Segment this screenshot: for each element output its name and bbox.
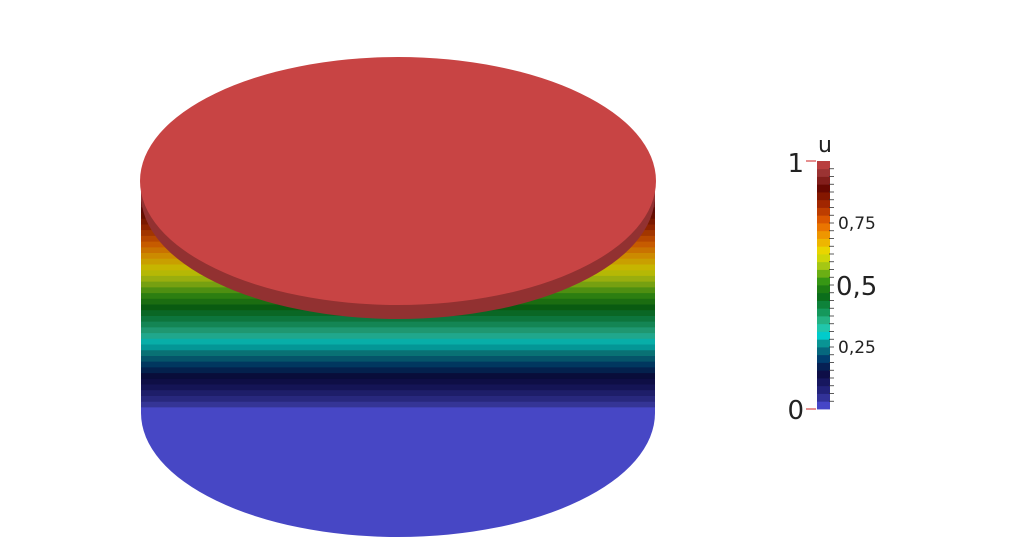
legend-band — [817, 176, 830, 185]
legend-band — [817, 316, 830, 325]
legend-band — [817, 192, 830, 201]
legend-label-mid: 0,5 — [836, 272, 877, 302]
legend-band — [817, 207, 830, 216]
legend-band — [817, 277, 830, 286]
legend-band — [817, 354, 830, 363]
legend-band — [817, 168, 830, 177]
legend-band — [817, 323, 830, 332]
legend-band — [817, 215, 830, 224]
legend-band — [817, 261, 830, 270]
legend-band — [817, 184, 830, 193]
legend-band — [817, 285, 830, 294]
legend-band — [817, 401, 830, 410]
legend-band — [817, 362, 830, 371]
legend-color-bar — [817, 161, 830, 410]
legend-band — [817, 393, 830, 402]
legend-band — [817, 161, 830, 170]
cylinder-top-face — [140, 57, 656, 305]
legend-band — [817, 269, 830, 278]
legend-band — [817, 370, 830, 379]
cylinder-band — [141, 407, 655, 537]
legend-band — [817, 254, 830, 263]
legend-band — [817, 223, 830, 232]
legend-band — [817, 199, 830, 208]
legend-label-lower-quarter: 0,25 — [838, 338, 876, 358]
legend-band — [817, 331, 830, 340]
legend-band — [817, 246, 830, 255]
legend-band — [817, 230, 830, 239]
legend-band — [817, 292, 830, 301]
cylinder-surface — [140, 57, 656, 537]
legend-band — [817, 347, 830, 356]
legend-label-max: 1 — [787, 149, 804, 179]
legend-label-min: 0 — [787, 396, 804, 426]
legend-tick-marks — [829, 168, 834, 402]
legend-band — [817, 339, 830, 348]
legend-band — [817, 385, 830, 394]
legend-title: u — [818, 133, 832, 158]
legend-band — [817, 238, 830, 247]
legend-band — [817, 378, 830, 387]
legend-label-upper-quarter: 0,75 — [838, 214, 876, 234]
color-legend: u 1 0,75 0,5 0,25 0 — [787, 133, 877, 426]
legend-band — [817, 308, 830, 317]
legend-band — [817, 300, 830, 309]
